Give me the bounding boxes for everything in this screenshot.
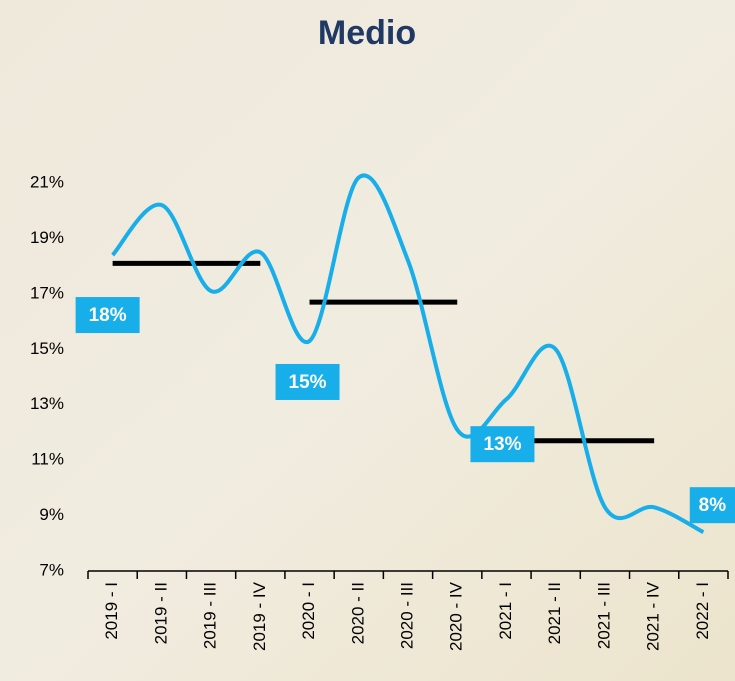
x-tick-label: 2021 - I	[496, 582, 515, 640]
value-label-box	[689, 487, 735, 524]
y-tick-label: 11%	[31, 450, 64, 469]
value-label-box	[470, 426, 535, 463]
value-label: 18%	[89, 305, 127, 326]
x-tick-label: 2019 - I	[102, 582, 121, 640]
y-tick-label: 9%	[39, 505, 64, 524]
y-tick-label: 13%	[30, 394, 64, 413]
value-label-box	[275, 363, 340, 400]
x-tick-label: 2021 - III	[594, 582, 613, 649]
x-tick-label: 2020 - IV	[447, 581, 466, 651]
x-tick-label: 2021 - IV	[644, 581, 663, 651]
x-tick-label: 2021 - II	[545, 582, 564, 644]
value-label: 13%	[483, 434, 521, 455]
value-label: 15%	[289, 372, 327, 393]
x-tick-label: 2020 - III	[397, 582, 416, 649]
x-tick-label: 2020 - I	[299, 582, 318, 640]
value-label-box	[75, 297, 140, 334]
x-tick-label: 2019 - IV	[250, 581, 269, 651]
value-label: 8%	[699, 495, 727, 516]
y-tick-label: 7%	[39, 560, 64, 579]
x-tick-label: 2022 - I	[693, 582, 712, 640]
y-tick-label: 15%	[30, 339, 64, 358]
chart-title: Medio	[318, 14, 416, 52]
y-tick-label: 17%	[30, 283, 64, 302]
line	[111, 173, 705, 534]
y-tick-label: 21%	[30, 172, 64, 191]
x-tick-label: 2019 - II	[151, 582, 170, 644]
x-tick-label: 2019 - III	[201, 582, 220, 649]
y-tick-label: 19%	[30, 228, 64, 247]
x-tick-label: 2020 - II	[348, 582, 367, 644]
